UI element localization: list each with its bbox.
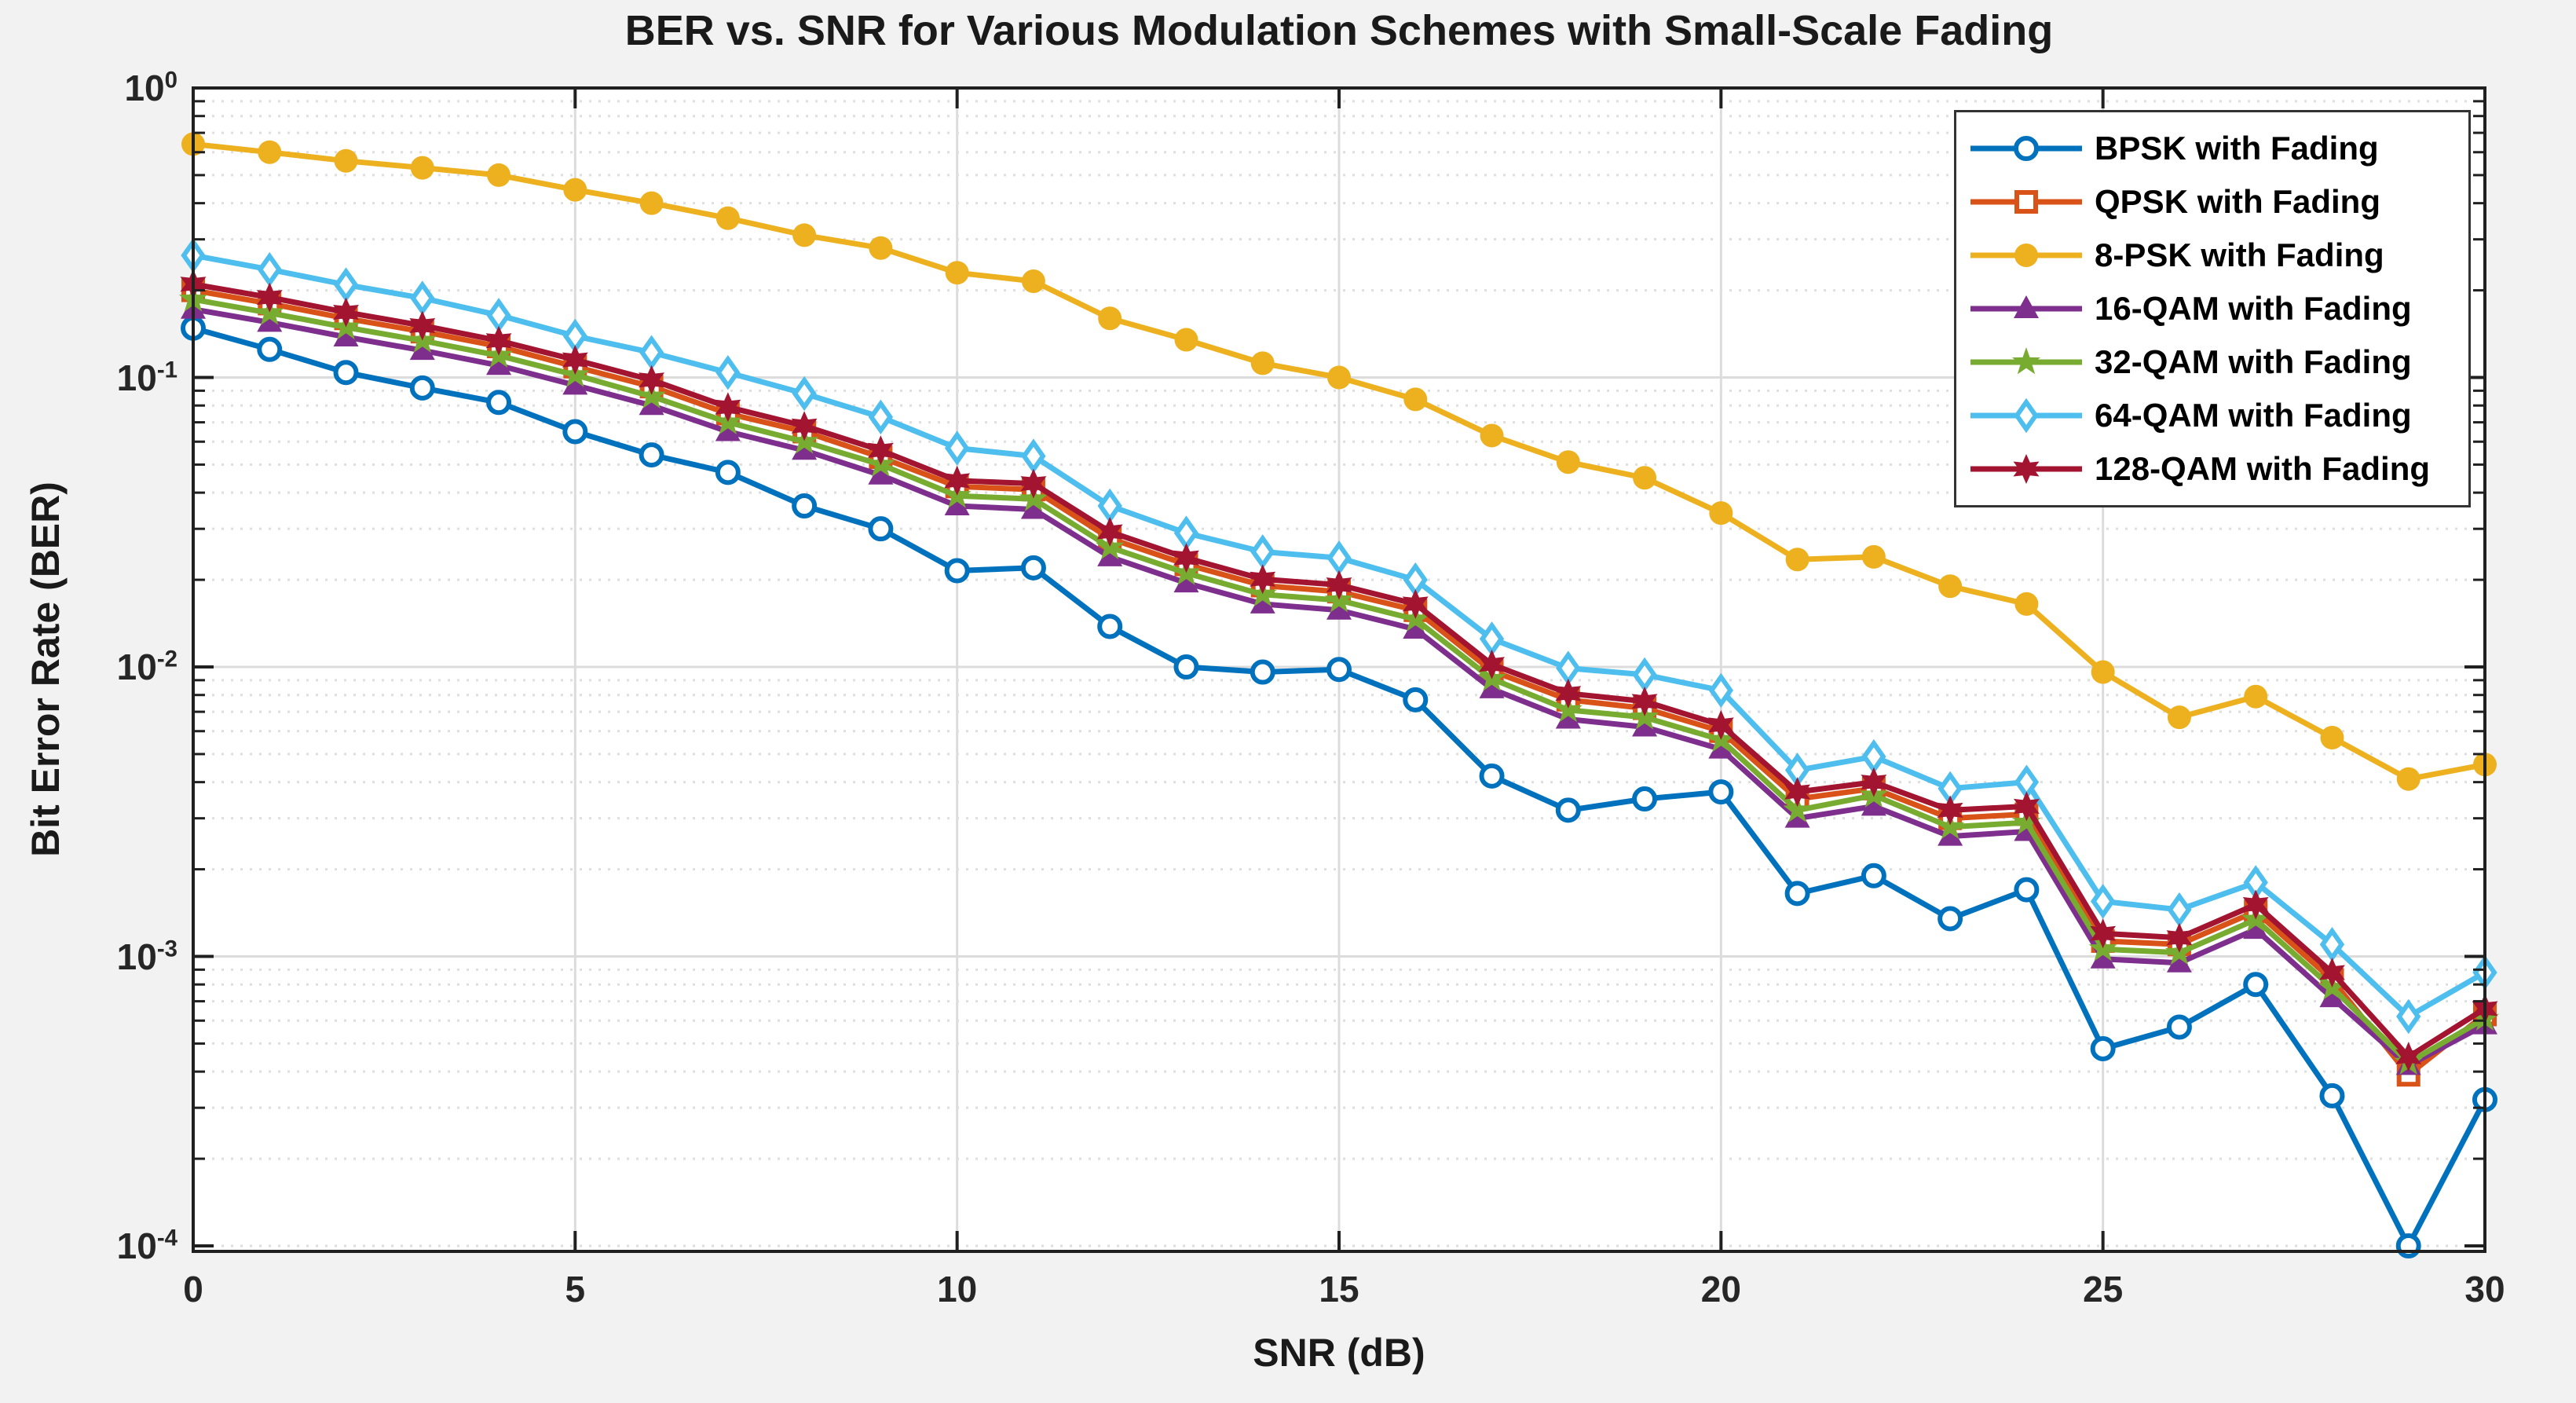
legend-label: 64-QAM with Fading — [2095, 397, 2412, 434]
series-8-psk — [181, 132, 2497, 791]
legend-label: BPSK with Fading — [2095, 130, 2379, 167]
legend-label: 128-QAM with Fading — [2095, 450, 2431, 487]
legend-item-bpsk: BPSK with Fading — [1967, 122, 2457, 175]
series-16-qam — [181, 295, 2497, 1075]
series-128-qam — [180, 269, 2498, 1072]
x-axis-label: SNR (dB) — [1253, 1331, 1425, 1375]
legend-item-32-qam: 32-QAM with Fading — [1967, 335, 2457, 389]
legend-item-qpsk: QPSK with Fading — [1967, 175, 2457, 229]
legend-sample-icon — [1970, 136, 2082, 161]
x-tick-label-25: 25 — [2083, 1269, 2124, 1310]
legend-item-64-qam: 64-QAM with Fading — [1967, 389, 2457, 442]
legend: BPSK with Fading QPSK with Fading 8-PSK wi… — [1954, 110, 2471, 507]
y-tick-label-1e-4: 10-4 — [116, 1225, 177, 1266]
x-tick-label-20: 20 — [1700, 1269, 1741, 1310]
legend-sample-icon — [1970, 397, 2082, 434]
legend-label: 16-QAM with Fading — [2095, 290, 2412, 327]
x-tick-label-0: 0 — [183, 1269, 203, 1310]
legend-label: 32-QAM with Fading — [2095, 343, 2412, 380]
legend-sample-icon — [1970, 347, 2082, 375]
legend-item-16-qam: 16-QAM with Fading — [1967, 282, 2457, 335]
legend-sample-icon — [1970, 244, 2082, 267]
legend-sample-icon — [1970, 190, 2082, 214]
x-tick-label-30: 30 — [2464, 1269, 2505, 1310]
x-tick-label-5: 5 — [565, 1269, 586, 1310]
series-bpsk — [181, 315, 2497, 1258]
x-tick-label-10: 10 — [937, 1269, 978, 1310]
legend-sample-icon — [1970, 454, 2082, 484]
y-tick-label-1e-1: 10-1 — [116, 357, 177, 398]
legend-item-8-psk: 8-PSK with Fading — [1967, 229, 2457, 282]
legend-label: QPSK with Fading — [2095, 183, 2380, 220]
y-tick-label-1e0: 100 — [124, 67, 177, 108]
chart-title: BER vs. SNR for Various Modulation Schem… — [624, 7, 2054, 54]
legend-sample-icon — [1970, 295, 2082, 318]
legend-item-128-qam: 128-QAM with Fading — [1967, 442, 2457, 496]
x-tick-label-15: 15 — [1319, 1269, 1359, 1310]
y-tick-label-1e-2: 10-2 — [116, 646, 177, 687]
legend-label: 8-PSK with Fading — [2095, 236, 2384, 273]
y-tick-label-1e-3: 10-3 — [116, 936, 177, 977]
